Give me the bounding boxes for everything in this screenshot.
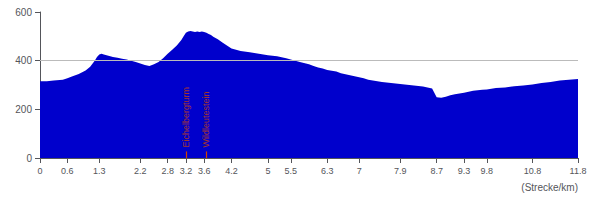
svg-text:(Strecke/km): (Strecke/km)	[521, 182, 578, 193]
svg-text:2.8: 2.8	[161, 166, 174, 176]
svg-text:7: 7	[357, 166, 362, 176]
svg-text:3.6: 3.6	[198, 166, 211, 176]
svg-text:3.2: 3.2	[180, 166, 193, 176]
svg-text:0: 0	[37, 166, 42, 176]
svg-text:2.2: 2.2	[134, 166, 147, 176]
svg-text:5: 5	[265, 166, 270, 176]
svg-text:Eichelbergturm: Eichelbergturm	[181, 87, 191, 148]
svg-text:6.3: 6.3	[321, 166, 334, 176]
svg-text:7.9: 7.9	[394, 166, 407, 176]
svg-text:4.2: 4.2	[225, 166, 238, 176]
svg-text:0.6: 0.6	[61, 166, 74, 176]
svg-text:9.8: 9.8	[481, 166, 494, 176]
svg-text:11.8: 11.8	[570, 166, 587, 176]
svg-text:0: 0	[26, 153, 32, 164]
svg-text:10.8: 10.8	[524, 166, 542, 176]
svg-text:600: 600	[15, 7, 32, 18]
svg-text:Wildleutestein: Wildleutestein	[201, 91, 211, 147]
svg-text:400: 400	[15, 55, 32, 66]
svg-text:9.3: 9.3	[458, 166, 471, 176]
svg-text:200: 200	[15, 104, 32, 115]
svg-text:5.5: 5.5	[285, 166, 298, 176]
svg-text:1.3: 1.3	[93, 166, 106, 176]
svg-text:8.7: 8.7	[430, 166, 443, 176]
